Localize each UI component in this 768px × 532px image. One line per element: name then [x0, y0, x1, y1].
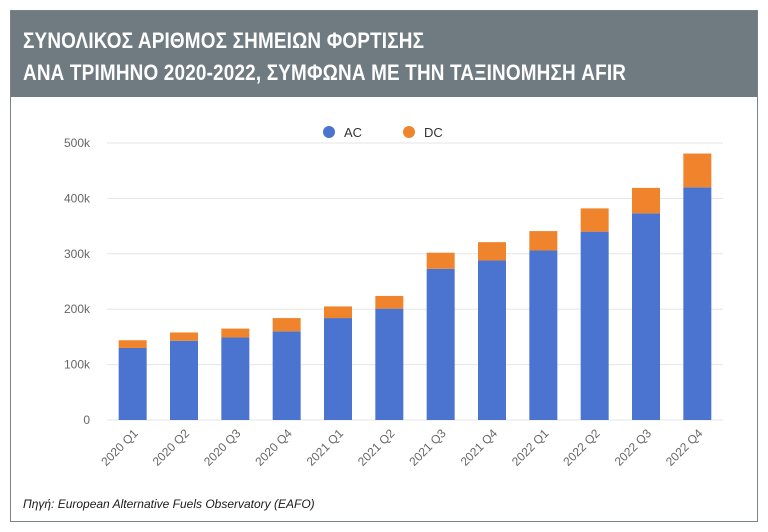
- chart-card: ΣΥΝΟΛΙΚΟΣ ΑΡΙΘΜΟΣ ΣΗΜΕΙΩΝ ΦΟΡΤΙΣΗΣ ΑΝΑ Τ…: [10, 10, 758, 522]
- x-tick-label: 2022 Q4: [663, 426, 706, 469]
- bar-ac: [683, 187, 712, 420]
- x-tick-label: 2022 Q1: [509, 426, 552, 469]
- bar-dc: [426, 252, 455, 269]
- y-tick-label: 200k: [64, 302, 91, 316]
- y-tick-label: 0: [83, 413, 90, 427]
- bar-ac: [324, 318, 352, 420]
- title-banner: ΣΥΝΟΛΙΚΟΣ ΑΡΙΘΜΟΣ ΣΗΜΕΙΩΝ ΦΟΡΤΙΣΗΣ ΑΝΑ Τ…: [11, 11, 757, 97]
- bar-ac: [118, 347, 147, 420]
- y-tick-label: 500k: [64, 136, 91, 150]
- bar-dc: [118, 340, 147, 348]
- bar-dc: [375, 295, 404, 309]
- bar-dc: [324, 306, 352, 319]
- y-tick-label: 400k: [64, 191, 91, 205]
- x-tick-label: 2022 Q2: [560, 426, 603, 469]
- chart-title-line-1: ΣΥΝΟΛΙΚΟΣ ΑΡΙΘΜΟΣ ΣΗΜΕΙΩΝ ΦΟΡΤΙΣΗΣ: [23, 28, 425, 53]
- bar-dc: [272, 318, 301, 332]
- y-tick-label: 100k: [64, 358, 91, 372]
- x-tick-label: 2021 Q1: [304, 426, 347, 469]
- x-tick-label: 2021 Q4: [458, 426, 501, 469]
- bar-ac: [478, 260, 506, 420]
- x-tick-label: 2020 Q2: [150, 426, 193, 469]
- bar-ac: [272, 331, 301, 420]
- x-tick-label: 2021 Q3: [406, 426, 449, 469]
- bar-ac: [580, 231, 609, 420]
- bar-dc: [529, 231, 558, 251]
- bar-dc: [683, 153, 712, 188]
- legend-dc-swatch: [403, 126, 415, 138]
- bar-ac: [426, 268, 455, 420]
- legend-ac-label: AC: [344, 125, 362, 140]
- bar-ac: [170, 340, 198, 420]
- bar-ac: [632, 213, 660, 420]
- chart-title-line-2: ΑΝΑ ΤΡΙΜΗΝΟ 2020-2022, ΣΥΜΦΩΝΑ ΜΕ ΤΗΝ ΤΑ…: [23, 60, 627, 85]
- bar-dc: [221, 328, 250, 338]
- bar-dc: [170, 332, 198, 341]
- bar-dc: [580, 208, 609, 232]
- x-tick-label: 2020 Q1: [98, 426, 141, 469]
- x-tick-label: 2020 Q3: [201, 426, 244, 469]
- x-tick-label: 2022 Q3: [612, 426, 655, 469]
- bar-ac: [375, 308, 404, 420]
- bar-ac: [221, 337, 250, 420]
- x-tick-label: 2020 Q4: [252, 426, 295, 469]
- legend-dc-label: DC: [424, 125, 443, 140]
- bar-ac: [529, 250, 558, 420]
- y-tick-label: 300k: [64, 247, 91, 261]
- bar-dc: [478, 242, 506, 261]
- x-tick-label: 2021 Q2: [355, 426, 398, 469]
- source-note: Πηγή: European Alternative Fuels Observa…: [23, 497, 315, 511]
- legend-ac-swatch: [323, 126, 335, 138]
- bar-dc: [632, 187, 660, 214]
